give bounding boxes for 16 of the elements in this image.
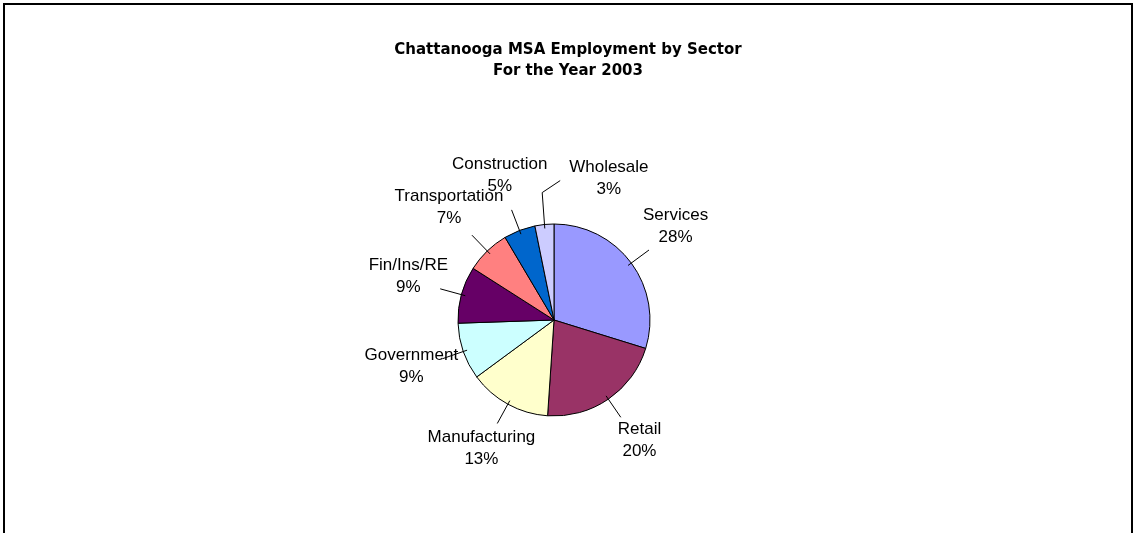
slice-label: Construction — [452, 154, 548, 174]
data-label: 7% — [436, 208, 462, 228]
chart-title: Chattanooga MSA Employment by Sector — [393, 39, 743, 60]
slice-label: Fin/Ins/RE — [368, 255, 449, 275]
data-label: 28% — [658, 227, 693, 247]
slice-label: Government — [364, 344, 459, 364]
slice-label: Manufacturing — [427, 427, 536, 447]
data-label: 9% — [399, 366, 424, 386]
data-label: 9% — [396, 277, 421, 297]
slice-label: Services — [642, 205, 709, 225]
chart-subtitle: For the Year 2003 — [492, 60, 644, 81]
data-label: 3% — [596, 178, 622, 198]
slice-label: Wholesale — [569, 156, 649, 176]
data-label: 13% — [464, 449, 499, 469]
slice-label: Retail — [617, 419, 662, 439]
data-label: 20% — [622, 441, 657, 461]
